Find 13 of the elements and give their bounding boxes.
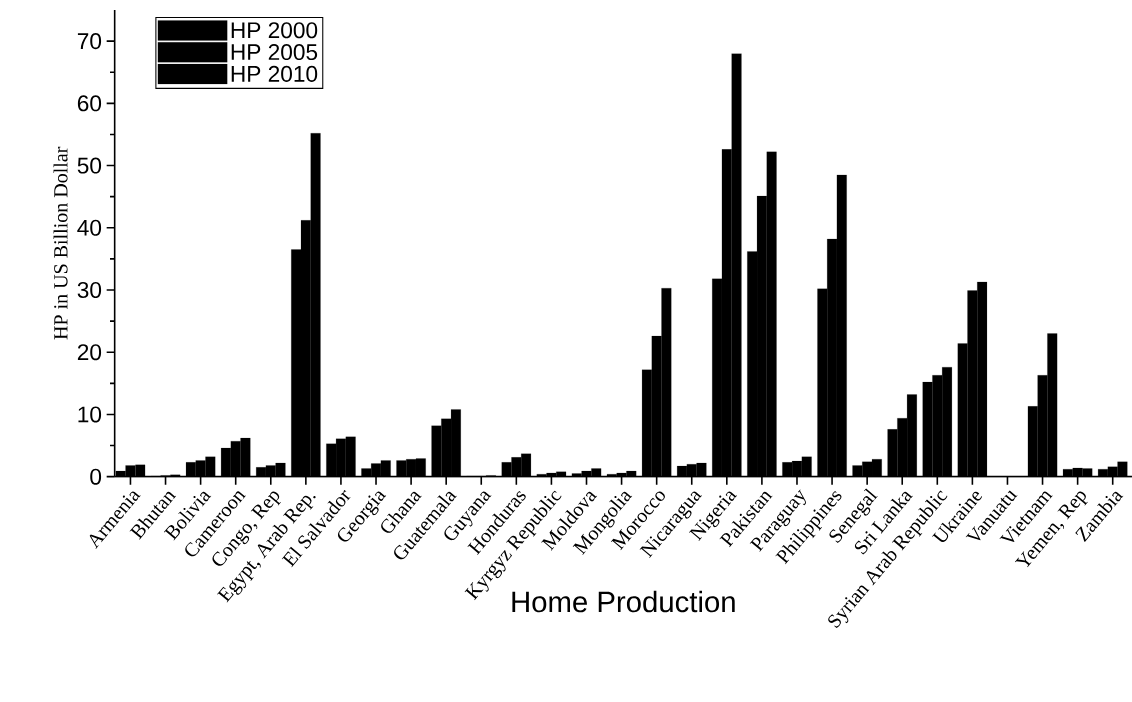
y-tick-label: 10 <box>78 406 102 423</box>
y-tick-label: 30 <box>77 281 102 299</box>
legend-label: HP 2000 <box>231 22 318 39</box>
y-tick-label: 20 <box>77 344 102 361</box>
x-axis-title: Home Production <box>512 590 735 613</box>
y-axis-title: HP in US Billion Dollar <box>53 146 68 340</box>
legend-label: HP 2010 <box>231 65 318 82</box>
y-tick-label: 70 <box>77 33 102 50</box>
y-tick-label: 50 <box>77 157 102 174</box>
legend-label: HP 2005 <box>231 44 318 61</box>
y-tick-label: 60 <box>77 95 102 112</box>
y-tick-label: 0 <box>90 468 102 485</box>
y-tick-label: 40 <box>77 219 102 236</box>
